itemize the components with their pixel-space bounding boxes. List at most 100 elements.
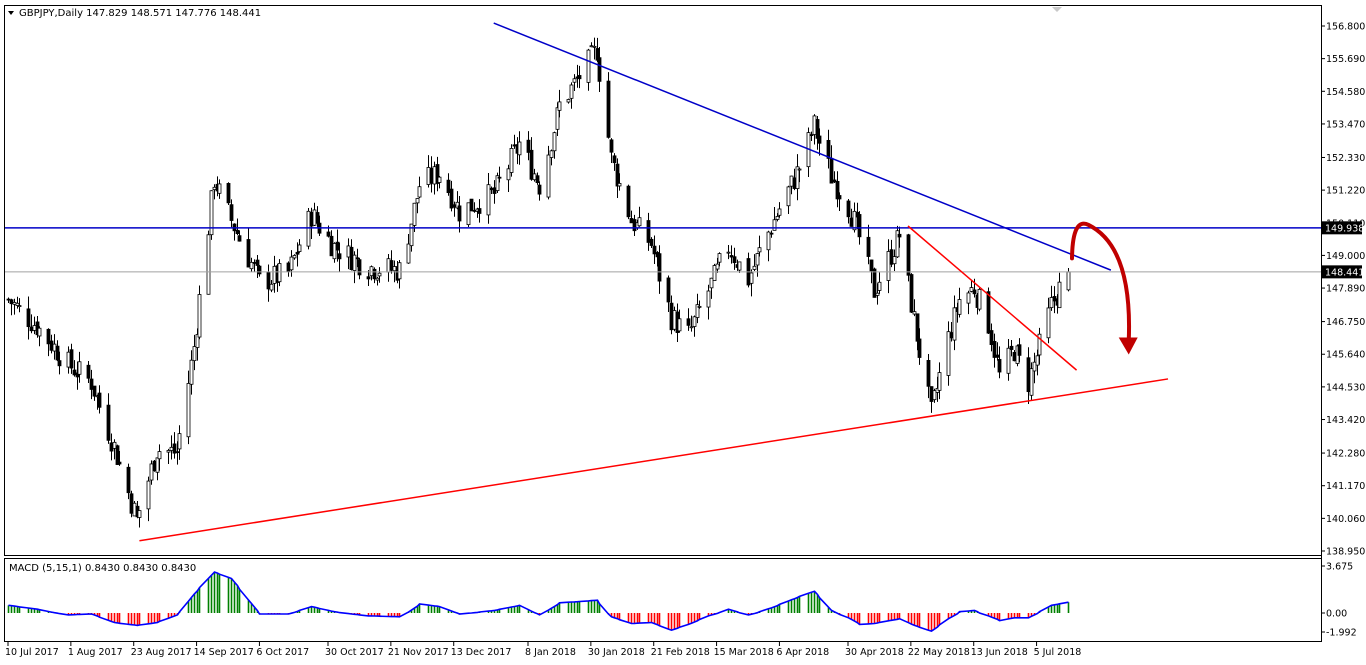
- candle-body: [632, 219, 637, 232]
- candle: [606, 72, 611, 139]
- candle-body: [137, 510, 142, 518]
- candle-body: [169, 446, 174, 451]
- candle-body: [77, 361, 82, 375]
- candle-body: [446, 179, 451, 194]
- candle-body: [555, 107, 560, 130]
- candle-body: [706, 290, 711, 308]
- time-tick-label: 10 Jul 2017: [5, 647, 59, 658]
- candle-body: [97, 392, 102, 408]
- candle-body: [377, 272, 382, 277]
- candle: [295, 242, 300, 267]
- candle-body: [997, 358, 1002, 373]
- candle-body: [112, 441, 117, 449]
- candle-body: [175, 451, 180, 454]
- candle-body: [872, 268, 877, 298]
- candle: [997, 346, 1002, 379]
- candle-body: [649, 238, 654, 246]
- candle-body: [532, 173, 537, 181]
- candle: [952, 295, 957, 351]
- candle: [177, 425, 182, 460]
- candle-body: [337, 253, 342, 260]
- candle-body: [295, 251, 300, 255]
- candle: [989, 323, 994, 352]
- candle: [777, 202, 782, 218]
- candle-body: [106, 404, 111, 441]
- candle-body: [449, 188, 454, 209]
- candle-body: [715, 263, 720, 270]
- candle-body: [589, 45, 594, 48]
- candle: [137, 510, 142, 528]
- candle-body: [17, 305, 22, 307]
- candle-body: [612, 155, 617, 164]
- candle: [209, 190, 214, 240]
- candle-body: [549, 150, 554, 158]
- candle: [592, 37, 597, 60]
- curved-arrow-head: [1118, 337, 1138, 355]
- candle-body: [1046, 307, 1051, 339]
- candle-body: [466, 202, 471, 226]
- candle: [906, 233, 911, 282]
- candle-body: [266, 271, 271, 290]
- candle-body: [717, 253, 722, 263]
- candle-body: [286, 262, 291, 272]
- candle: [909, 273, 914, 314]
- candle-body: [306, 210, 311, 247]
- candle: [206, 230, 211, 295]
- candle-body: [577, 75, 582, 80]
- price-tick-label: 151.220: [1326, 186, 1365, 197]
- candle: [257, 264, 262, 277]
- candle-body: [837, 195, 842, 200]
- candle-body: [217, 183, 222, 194]
- candle-body: [1052, 296, 1057, 302]
- candle-body: [569, 84, 574, 99]
- candle: [946, 321, 951, 386]
- candle-body: [309, 211, 314, 227]
- candle-body: [257, 265, 262, 275]
- candle-body: [432, 166, 437, 185]
- candle-body: [932, 390, 937, 401]
- candle-body: [992, 340, 997, 358]
- candle-body: [1029, 368, 1034, 396]
- candle-body: [415, 198, 420, 204]
- candle-body: [197, 294, 202, 338]
- candle: [897, 226, 902, 248]
- candle-body: [457, 205, 462, 222]
- candle-body: [166, 450, 171, 453]
- candle-body: [789, 175, 794, 187]
- candle-body: [1012, 352, 1017, 362]
- candle: [26, 296, 31, 340]
- candle-body: [172, 443, 177, 454]
- candle-body: [146, 480, 151, 510]
- candle-body: [777, 208, 782, 216]
- candle: [706, 284, 711, 320]
- candle-body: [229, 204, 234, 221]
- candle-body: [66, 351, 71, 368]
- dropdown-triangle-icon[interactable]: [8, 11, 14, 15]
- candle-body: [149, 463, 154, 481]
- candle: [715, 257, 720, 273]
- candle-body: [512, 144, 517, 147]
- candle-body: [677, 318, 682, 332]
- candle-body: [897, 233, 902, 238]
- candle-body: [437, 176, 442, 183]
- candle: [597, 46, 602, 92]
- price-tick-label: 146.750: [1326, 317, 1365, 328]
- candle: [672, 306, 677, 332]
- candle-body: [392, 266, 397, 272]
- candle-body: [797, 168, 802, 171]
- candle-body: [255, 259, 260, 266]
- candle-body: [155, 457, 160, 473]
- candle: [566, 98, 571, 104]
- candle: [549, 149, 554, 166]
- shift-marker-icon[interactable]: [1052, 7, 1062, 12]
- candle: [132, 501, 137, 517]
- candle-body: [212, 186, 217, 190]
- candle: [226, 182, 231, 205]
- candle-body: [69, 349, 74, 369]
- price-tick-label: 155.690: [1326, 54, 1365, 65]
- candle: [372, 267, 377, 284]
- time-tick-label: 6 Apr 2018: [776, 647, 829, 658]
- candle-body: [1066, 271, 1071, 291]
- candle-body: [277, 263, 282, 283]
